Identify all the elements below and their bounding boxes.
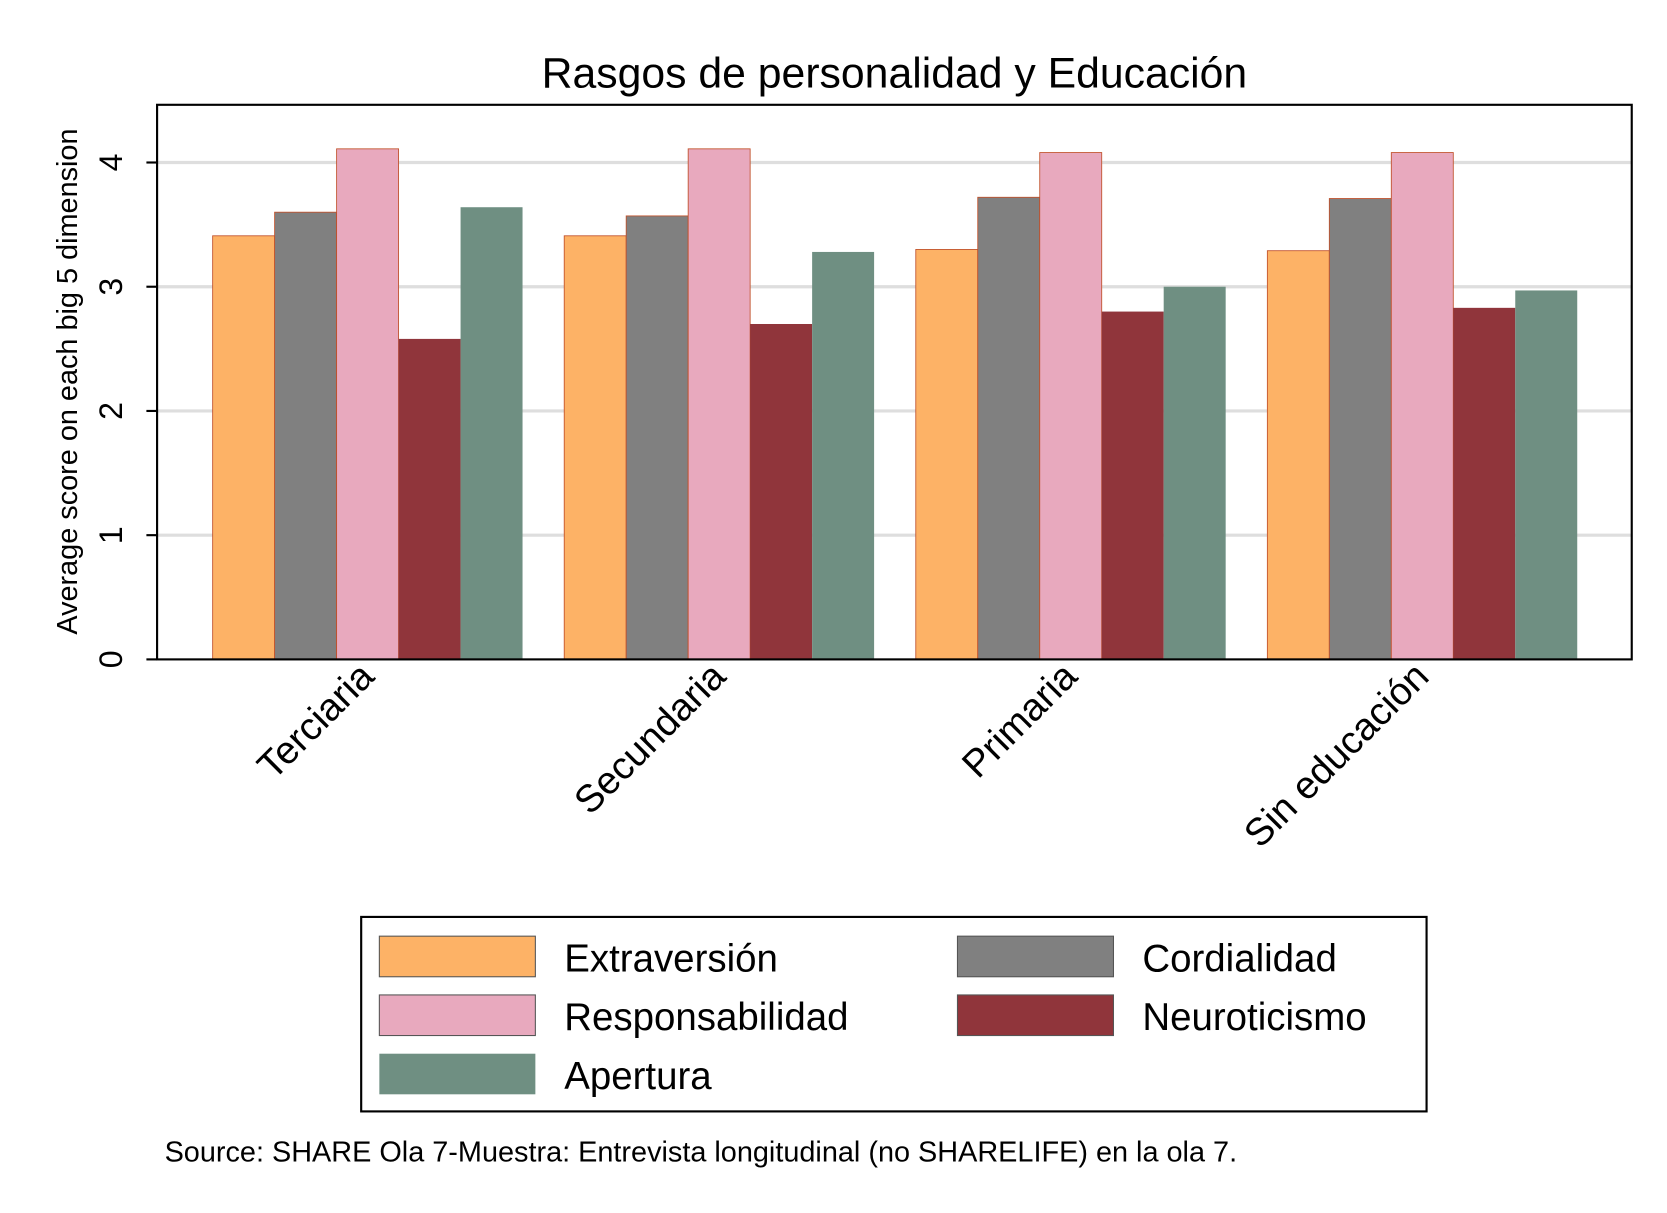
bar-responsabilidad: [336, 148, 400, 660]
bar-cordialidad: [625, 215, 689, 660]
legend-label: Responsabilidad: [564, 996, 848, 1039]
bar-extraversión: [915, 249, 979, 660]
y-tick-label: 1: [93, 526, 129, 544]
legend-swatch: [378, 994, 536, 1037]
bar-extraversión: [563, 235, 627, 660]
bar-responsabilidad: [687, 148, 751, 660]
bar-apertura: [460, 207, 523, 660]
legend-label: Cordialidad: [1142, 937, 1337, 980]
legend-swatch: [379, 1053, 536, 1095]
legend-label: Neuroticismo: [1142, 996, 1366, 1039]
y-axis-label: Average score on each big 5 dimension: [52, 128, 84, 634]
bar-neuroticismo: [398, 338, 461, 660]
bar-cordialidad: [1328, 198, 1392, 660]
legend-label: Extraversión: [564, 937, 778, 980]
bar-responsabilidad: [1039, 152, 1103, 660]
bar-neuroticismo: [750, 323, 813, 660]
bar-apertura: [1163, 286, 1226, 660]
bar-cordialidad: [977, 196, 1041, 660]
bar-extraversión: [212, 235, 276, 660]
y-tick-label: 4: [93, 154, 129, 172]
legend-swatch: [956, 994, 1115, 1037]
bar-neuroticismo: [1453, 307, 1516, 660]
legend: [360, 915, 1428, 1113]
bar-cordialidad: [274, 211, 338, 660]
bar-neuroticismo: [1101, 311, 1164, 660]
source-note: Source: SHARE Ola 7-Muestra: Entrevista …: [165, 1137, 1238, 1169]
y-tick-label: 2: [93, 402, 129, 420]
bar-extraversión: [1266, 250, 1330, 660]
legend-label: Apertura: [564, 1055, 712, 1098]
plot-frame: [156, 103, 1633, 661]
y-tick-label: 0: [93, 650, 129, 668]
y-tick-label: 3: [93, 278, 129, 296]
legend-swatch: [956, 935, 1115, 978]
bar-apertura: [1515, 290, 1578, 660]
bar-apertura: [812, 251, 875, 660]
legend-swatch: [378, 935, 536, 978]
chart-title: Rasgos de personalidad y Educación: [542, 50, 1248, 98]
bar-responsabilidad: [1390, 152, 1454, 660]
